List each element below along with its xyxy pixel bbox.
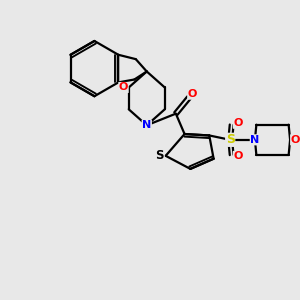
Text: N: N (142, 120, 152, 130)
Text: O: O (188, 89, 197, 99)
Text: O: O (233, 152, 243, 161)
Text: N: N (250, 135, 260, 145)
Text: S: S (226, 133, 235, 146)
Text: S: S (156, 149, 164, 162)
Text: O: O (291, 135, 300, 145)
Text: O: O (233, 118, 243, 128)
Text: O: O (119, 82, 128, 92)
